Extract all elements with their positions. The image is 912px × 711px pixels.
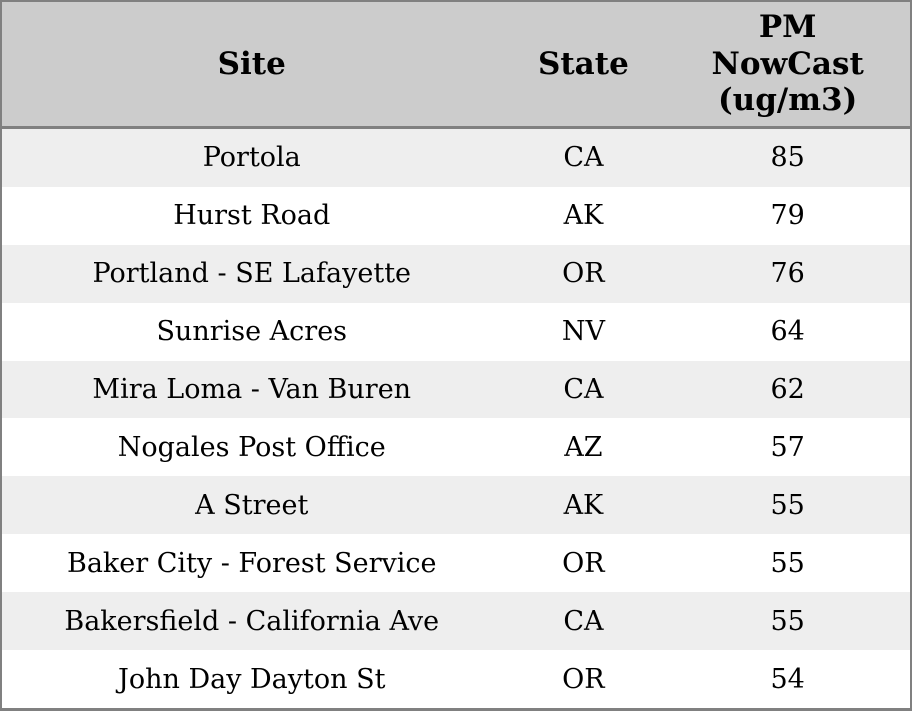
site-cell: A Street bbox=[195, 489, 309, 521]
pm-value-cell: 55 bbox=[770, 547, 805, 579]
state-cell: AZ bbox=[564, 431, 603, 463]
pm-value-cell: 79 bbox=[770, 200, 805, 232]
column-header-site: Site bbox=[1, 1, 502, 129]
table-row: Baker City - Forest Service OR 55 bbox=[1, 534, 911, 593]
column-header-state: State bbox=[501, 1, 666, 129]
table-row: Portola CA 85 bbox=[1, 127, 911, 187]
site-cell: Sunrise Acres bbox=[156, 316, 348, 348]
column-header-pm-line-3: (ug/m3) bbox=[718, 82, 858, 119]
column-header-pm-line-2: NowCast bbox=[711, 45, 864, 82]
table-header: Site State PM NowCast (ug/m3) bbox=[1, 1, 911, 129]
state-cell: CA bbox=[563, 374, 604, 406]
state-cell: OR bbox=[562, 547, 605, 579]
state-cell: AK bbox=[563, 489, 604, 521]
pm-value-cell: 85 bbox=[770, 142, 805, 174]
site-cell: Baker City - Forest Service bbox=[66, 547, 437, 579]
table-body: Portola CA 85 Hurst Road AK 79 Portland … bbox=[1, 127, 911, 710]
column-header-site-label: Site bbox=[217, 45, 286, 82]
site-cell: Bakersfield - California Ave bbox=[64, 605, 440, 637]
pm-value-cell: 76 bbox=[770, 258, 805, 290]
table-row: Sunrise Acres NV 64 bbox=[1, 302, 911, 361]
column-header-pm-nowcast: PM NowCast (ug/m3) bbox=[665, 1, 911, 129]
state-cell: AK bbox=[563, 200, 604, 232]
column-header-state-label: State bbox=[537, 45, 629, 82]
table-row: Nogales Post Office AZ 57 bbox=[1, 418, 911, 477]
table-row: John Day Dayton St OR 54 bbox=[1, 650, 911, 710]
pm-value-cell: 55 bbox=[770, 489, 805, 521]
table-row: Mira Loma - Van Buren CA 62 bbox=[1, 360, 911, 419]
table-row: A Street AK 55 bbox=[1, 476, 911, 535]
pm-value-cell: 64 bbox=[770, 316, 805, 348]
pm-value-cell: 57 bbox=[770, 431, 805, 463]
column-header-pm-line-1: PM bbox=[758, 9, 817, 46]
state-cell: OR bbox=[562, 663, 605, 695]
state-cell: CA bbox=[563, 605, 604, 637]
state-cell: CA bbox=[563, 142, 604, 174]
table-row: Portland - SE Lafayette OR 76 bbox=[1, 244, 911, 303]
site-cell: John Day Dayton St bbox=[118, 663, 386, 695]
site-cell: Mira Loma - Van Buren bbox=[92, 374, 412, 406]
site-cell: Portola bbox=[202, 142, 301, 174]
header-row: Site State PM NowCast (ug/m3) bbox=[1, 1, 911, 129]
table-row: Bakersfield - California Ave CA 55 bbox=[1, 592, 911, 651]
table-row: Hurst Road AK 79 bbox=[1, 186, 911, 245]
site-cell: Hurst Road bbox=[173, 200, 331, 232]
pm-value-cell: 54 bbox=[770, 663, 805, 695]
pm-value-cell: 55 bbox=[770, 605, 805, 637]
site-cell: Portland - SE Lafayette bbox=[92, 258, 412, 290]
site-cell: Nogales Post Office bbox=[117, 431, 386, 463]
state-cell: OR bbox=[562, 258, 605, 290]
pm-value-cell: 62 bbox=[770, 374, 805, 406]
state-cell: NV bbox=[561, 316, 605, 348]
